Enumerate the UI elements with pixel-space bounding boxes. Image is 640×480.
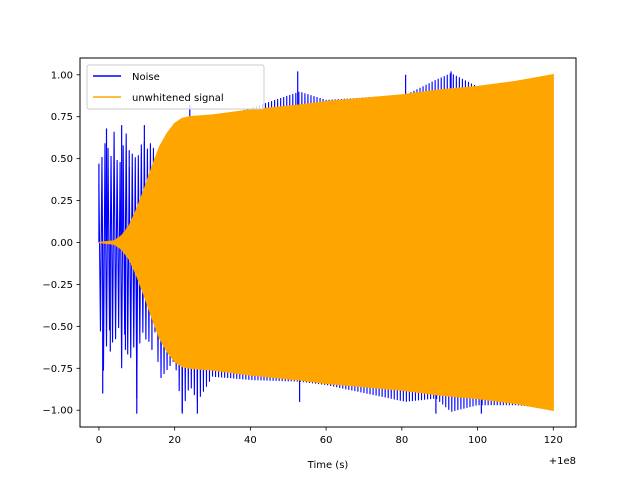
y-ticks: −1.00 −0.75 −0.50 −0.25 0.00 0.25 0.50 0.75 1.00 <box>42 70 80 417</box>
x-tick-label: 120 <box>544 435 563 446</box>
x-axis-label: Time (s) <box>307 460 349 471</box>
y-tick-label: −0.75 <box>42 364 73 375</box>
x-ticks: 0 20 40 60 80 100 120 <box>96 427 563 446</box>
series-layer <box>98 71 554 414</box>
y-tick-label: 0.75 <box>51 112 73 123</box>
legend-signal-label: unwhitened signal <box>132 93 224 104</box>
y-tick-label: 1.00 <box>51 70 73 81</box>
y-tick-label: −1.00 <box>42 406 73 417</box>
legend-noise-label: Noise <box>132 72 160 83</box>
x-offset-label: +1e8 <box>549 456 576 467</box>
x-tick-label: 0 <box>96 435 102 446</box>
y-tick-label: 0.25 <box>51 196 73 207</box>
plot-area <box>79 57 577 428</box>
x-tick-label: 80 <box>395 435 408 446</box>
series-signal-area <box>98 74 554 411</box>
legend-box <box>86 64 265 110</box>
legend: Noise unwhitened signal <box>86 64 265 110</box>
x-tick-label: 20 <box>168 435 181 446</box>
y-tick-label: 0.00 <box>51 238 73 249</box>
x-tick-label: 100 <box>468 435 487 446</box>
y-tick-label: 0.50 <box>51 154 73 165</box>
y-tick-label: −0.50 <box>42 322 73 333</box>
x-tick-label: 60 <box>320 435 333 446</box>
y-tick-label: −0.25 <box>42 280 73 291</box>
x-tick-label: 40 <box>244 435 257 446</box>
